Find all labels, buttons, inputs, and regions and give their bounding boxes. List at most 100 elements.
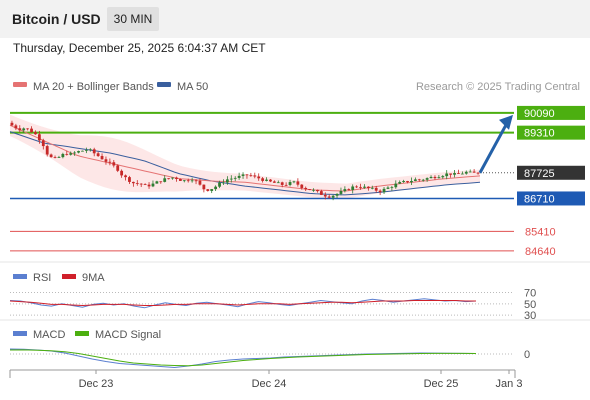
rsi-tick-70: 70 (524, 288, 536, 300)
candle-body (472, 171, 476, 173)
candle-body (280, 182, 284, 185)
ma20-legend-label: MA 20 + Bollinger Bands (33, 81, 154, 93)
candle-body (441, 176, 445, 178)
candle-body (308, 189, 312, 190)
ma50-legend-swatch (157, 82, 171, 87)
candle-body (312, 189, 315, 191)
candle-body (182, 180, 186, 182)
rsi-tick-30: 30 (524, 310, 536, 322)
candle-body (253, 175, 257, 177)
price-level-label-4: 85410 (525, 226, 556, 238)
candle-body (186, 180, 190, 182)
instrument-title: Bitcoin / USD (12, 11, 101, 27)
candle-body (194, 180, 198, 182)
candle-body (61, 153, 65, 158)
candle-body (323, 194, 327, 197)
candle-body (245, 174, 249, 176)
candle-body (417, 179, 421, 181)
candle-body (327, 196, 331, 198)
candle-body (410, 180, 413, 183)
ma20-legend-swatch (13, 82, 27, 87)
candle-body (464, 171, 468, 174)
candle-body (370, 187, 374, 189)
x-tick-label-3: Jan 3 (496, 378, 523, 390)
candle-body (131, 181, 135, 184)
candle-body (57, 157, 61, 158)
candle-body (394, 183, 398, 188)
candle-body (34, 132, 37, 135)
rsi-legend-label: RSI (33, 272, 51, 284)
timeframe-button[interactable]: 30 MIN (107, 7, 159, 31)
price-level-tag-1 (517, 125, 585, 140)
candle-body (351, 186, 355, 190)
price-level-tag-3 (517, 191, 585, 206)
candle-body (269, 179, 272, 182)
candle-body (155, 181, 159, 184)
candle-body (151, 183, 155, 187)
candle-body (159, 181, 163, 183)
rsi-series-0 (9, 298, 477, 309)
macd-signal-legend-label: MACD Signal (95, 329, 161, 341)
candle-body (26, 128, 30, 130)
price-level-label-1: 89310 (524, 128, 555, 140)
candle-body (284, 184, 288, 186)
candle-body (476, 172, 480, 174)
candle-body (88, 149, 92, 151)
candle-body (355, 186, 359, 188)
candle-body (171, 177, 174, 179)
ma50-legend-label: MA 50 (177, 81, 208, 93)
candle-body (218, 182, 221, 187)
candle-body (84, 150, 88, 151)
candle-body (222, 182, 225, 184)
candle-body (81, 150, 84, 152)
macd-legend-swatch (13, 331, 27, 336)
candle-body (143, 184, 147, 186)
candle-body (139, 183, 143, 185)
candle-body (390, 187, 394, 189)
candle-body (96, 153, 100, 157)
candle-body (288, 182, 292, 185)
candle-body (413, 179, 417, 181)
candle-body (112, 162, 116, 166)
candle-body (147, 184, 151, 187)
candle-body (214, 186, 218, 190)
candle-body (108, 161, 112, 163)
candle-body (30, 128, 33, 133)
candle-body (374, 187, 378, 191)
candle-body (104, 159, 108, 162)
candle-body (45, 146, 49, 155)
macd-signal-legend-swatch (75, 331, 89, 336)
candle-body (206, 189, 210, 191)
candle-body (366, 186, 370, 189)
candle-body (77, 151, 80, 153)
candle-body (316, 189, 319, 192)
candle-body (331, 195, 335, 198)
candle-body (406, 181, 409, 183)
candle-body (382, 188, 386, 193)
price-level-label-2: 87725 (524, 168, 555, 180)
candle-body (363, 186, 366, 188)
candle-body (421, 179, 425, 181)
price-level-label-0: 90090 (524, 108, 555, 120)
candle-body (378, 190, 382, 193)
candle-body (73, 152, 77, 154)
candle-body (398, 182, 402, 184)
rsi-tick-50: 50 (524, 299, 536, 311)
candle-body (233, 177, 237, 179)
candle-body (167, 178, 171, 180)
projection-arrow-line (478, 124, 508, 174)
candle-body (225, 179, 229, 183)
candle-body (49, 154, 53, 158)
candle-body (120, 170, 124, 176)
candle-body (347, 189, 351, 190)
x-tick-label-2: Dec 25 (424, 378, 459, 390)
candle-body (319, 191, 323, 195)
candle-body (10, 122, 14, 126)
candle-body (249, 175, 253, 177)
candle-body (190, 180, 194, 182)
candle-body (163, 178, 167, 182)
projection-arrow-head (499, 114, 513, 130)
candle-body (22, 128, 26, 131)
price-level-label-5: 84640 (525, 246, 556, 258)
